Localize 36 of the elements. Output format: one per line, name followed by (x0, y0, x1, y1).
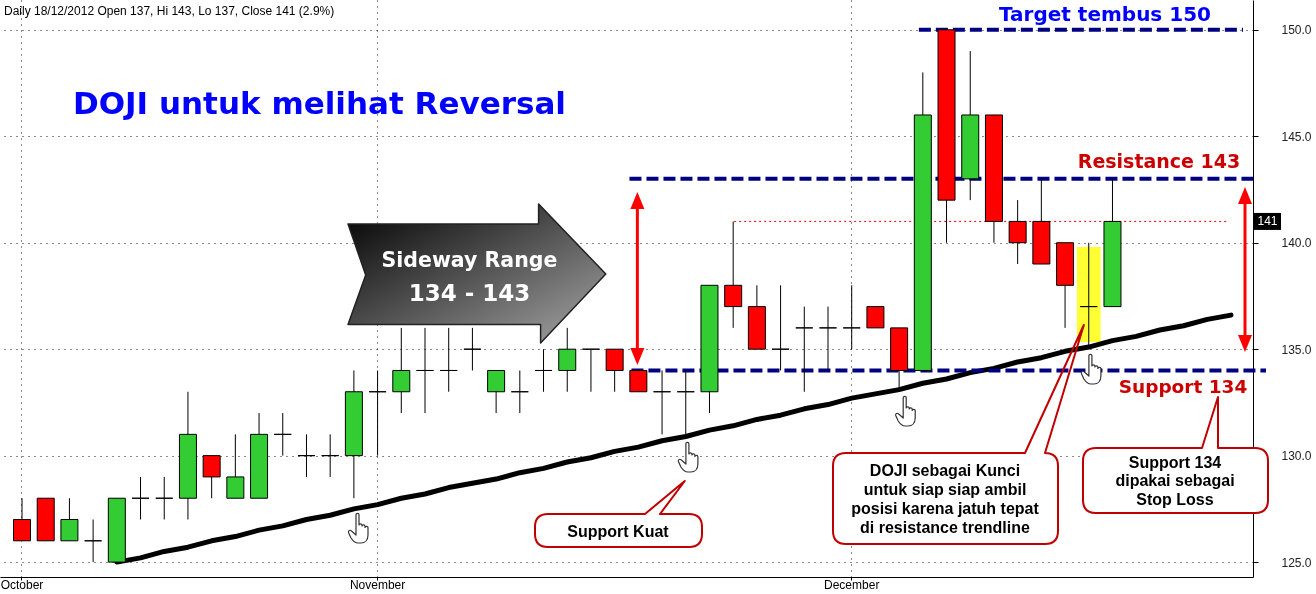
candlestick (463, 327, 482, 371)
candlestick (510, 369, 529, 414)
candlestick (273, 412, 292, 457)
y-tick-label: 125.0 (1281, 555, 1312, 570)
text: DOJI untuk melihat Reversal (73, 85, 566, 121)
ref-line-label: 141 (1257, 214, 1278, 229)
annotation: Support Kuat (567, 522, 670, 540)
candlestick (416, 327, 434, 414)
y-tick-label: 150.0 (1281, 23, 1312, 38)
ref-line-label: Support 134 (1118, 376, 1248, 398)
y-tick-label: 140.0 (1281, 236, 1312, 251)
annotation: Sideway Range 134 - 143 (381, 248, 558, 306)
x-tick-label: November (349, 577, 406, 592)
candlestick (605, 348, 624, 393)
candlestick (155, 476, 174, 521)
chart-subtitle: Daily 18/12/2012 Open 137, Hi 143, Lo 137, Close 141 (2.9%) (4, 4, 335, 18)
candlestick (84, 519, 103, 563)
candlestick (487, 369, 506, 414)
y-tick-label: 130.0 (1281, 449, 1312, 464)
candlestick (629, 369, 648, 393)
candlestick (866, 306, 885, 329)
candlestick (771, 284, 790, 371)
annotation: Support 134 dipakai sebagai Stop Loss (1115, 453, 1235, 508)
ref-line-label: Target tembus 150 (999, 1, 1211, 26)
x-tick-label: October (0, 577, 44, 592)
y-tick-label: 135.0 (1281, 342, 1312, 357)
candlestick (60, 497, 79, 542)
candlestick (131, 476, 150, 521)
ref-line-label: Resistance 143 (1077, 149, 1241, 172)
candlestick (392, 327, 411, 414)
candlestick (676, 369, 695, 435)
candlestick (653, 369, 672, 435)
candlestick (819, 306, 837, 371)
y-tick-label: 145.0 (1281, 129, 1312, 144)
x-tick-label: December (824, 577, 880, 592)
annotation: DOJI sebagai Kunci untuk siap siap ambil posisi karena jatuh tepat di resistance trendline (851, 461, 1040, 536)
